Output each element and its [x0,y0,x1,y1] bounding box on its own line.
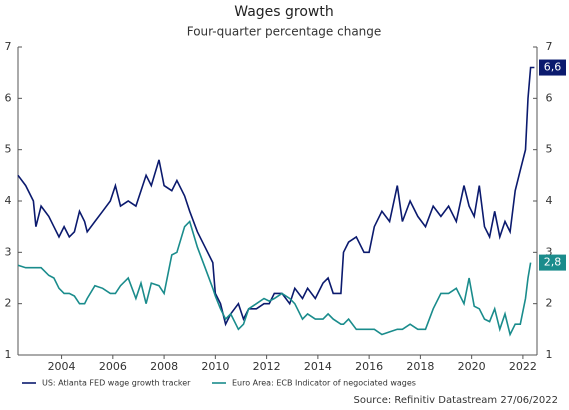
legend-label: Euro Area: ECB Indicator of negociated w… [232,379,416,388]
x-tick-label: 2004 [48,360,76,373]
series-line [17,66,535,327]
source-note: Source: Refinitiv Datastream 27/06/2022 [354,395,559,406]
y2-tick-label: 4 [546,194,553,207]
y-tick-label: 1 [5,348,12,361]
x-tick-label: 2008 [150,360,178,373]
end-value-label: 6,6 [544,61,562,74]
x-tick-label: 2022 [509,360,537,373]
series-line [17,219,532,337]
y-tick-label: 2 [5,297,12,310]
y2-tick-label: 1 [546,348,553,361]
y2-tick-label: 2 [546,297,553,310]
y-tick-label: 5 [5,143,12,156]
legend-label: US: Atlanta FED wage growth tracker [42,379,191,388]
y-tick-label: 7 [5,40,12,53]
end-flag [539,59,566,76]
y2-tick-label: 5 [546,143,553,156]
x-tick-label: 2006 [99,360,127,373]
y-tick-label: 6 [5,91,12,104]
x-tick-label: 2018 [406,360,434,373]
x-tick-label: 2016 [355,360,383,373]
chart-title: Wages growth [234,4,333,20]
x-tick-label: 2020 [458,360,486,373]
y2-tick-label: 7 [546,40,553,53]
x-tick-label: 2012 [253,360,281,373]
x-tick-label: 2010 [201,360,229,373]
y-tick-label: 4 [5,194,12,207]
chart-subtitle: Four-quarter percentage change [187,25,382,39]
y2-tick-label: 6 [546,91,553,104]
end-flag [539,254,566,271]
y-tick-label: 3 [5,245,12,258]
y2-tick-label: 3 [546,245,553,258]
x-tick-label: 2014 [304,360,332,373]
end-value-label: 2,8 [544,256,562,269]
